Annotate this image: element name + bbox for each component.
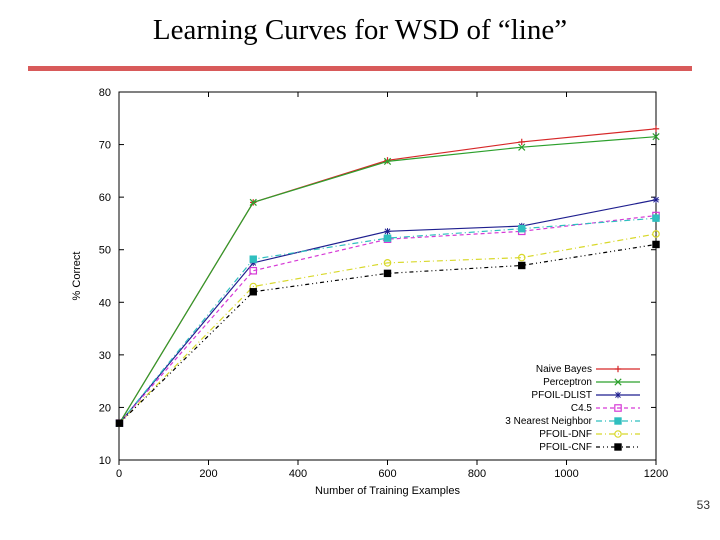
svg-text:20: 20 bbox=[99, 402, 111, 414]
page-title: Learning Curves for WSD of “line” bbox=[0, 14, 720, 47]
svg-text:30: 30 bbox=[99, 350, 111, 362]
svg-text:10: 10 bbox=[99, 455, 111, 467]
slide-number: 53 bbox=[697, 498, 710, 512]
svg-text:% Correct: % Correct bbox=[71, 252, 83, 301]
svg-text:PFOIL-CNF: PFOIL-CNF bbox=[539, 442, 592, 453]
svg-text:1000: 1000 bbox=[554, 468, 578, 480]
svg-text:PFOIL-DLIST: PFOIL-DLIST bbox=[531, 390, 592, 401]
svg-text:800: 800 bbox=[468, 468, 486, 480]
svg-text:400: 400 bbox=[289, 468, 307, 480]
svg-text:50: 50 bbox=[99, 245, 111, 257]
svg-text:60: 60 bbox=[99, 192, 111, 204]
svg-text:Naive Bayes: Naive Bayes bbox=[536, 364, 592, 375]
svg-text:C4.5: C4.5 bbox=[571, 403, 593, 414]
learning-curves-chart: 0 200 400 600 800 1000 1200 10 20 30 40 50 60 70 80 Num… bbox=[64, 82, 674, 502]
svg-text:70: 70 bbox=[99, 140, 111, 152]
svg-text:1200: 1200 bbox=[644, 468, 668, 480]
svg-text:600: 600 bbox=[378, 468, 396, 480]
svg-text:0: 0 bbox=[116, 468, 122, 480]
svg-text:Number of Training Examples: Number of Training Examples bbox=[315, 485, 460, 497]
svg-text:Perceptron: Perceptron bbox=[543, 377, 592, 388]
svg-text:3 Nearest Neighbor: 3 Nearest Neighbor bbox=[505, 416, 592, 427]
svg-text:200: 200 bbox=[199, 468, 217, 480]
svg-text:40: 40 bbox=[99, 297, 111, 309]
svg-text:PFOIL-DNF: PFOIL-DNF bbox=[539, 429, 592, 440]
title-divider bbox=[28, 66, 692, 71]
svg-text:80: 80 bbox=[99, 87, 111, 99]
